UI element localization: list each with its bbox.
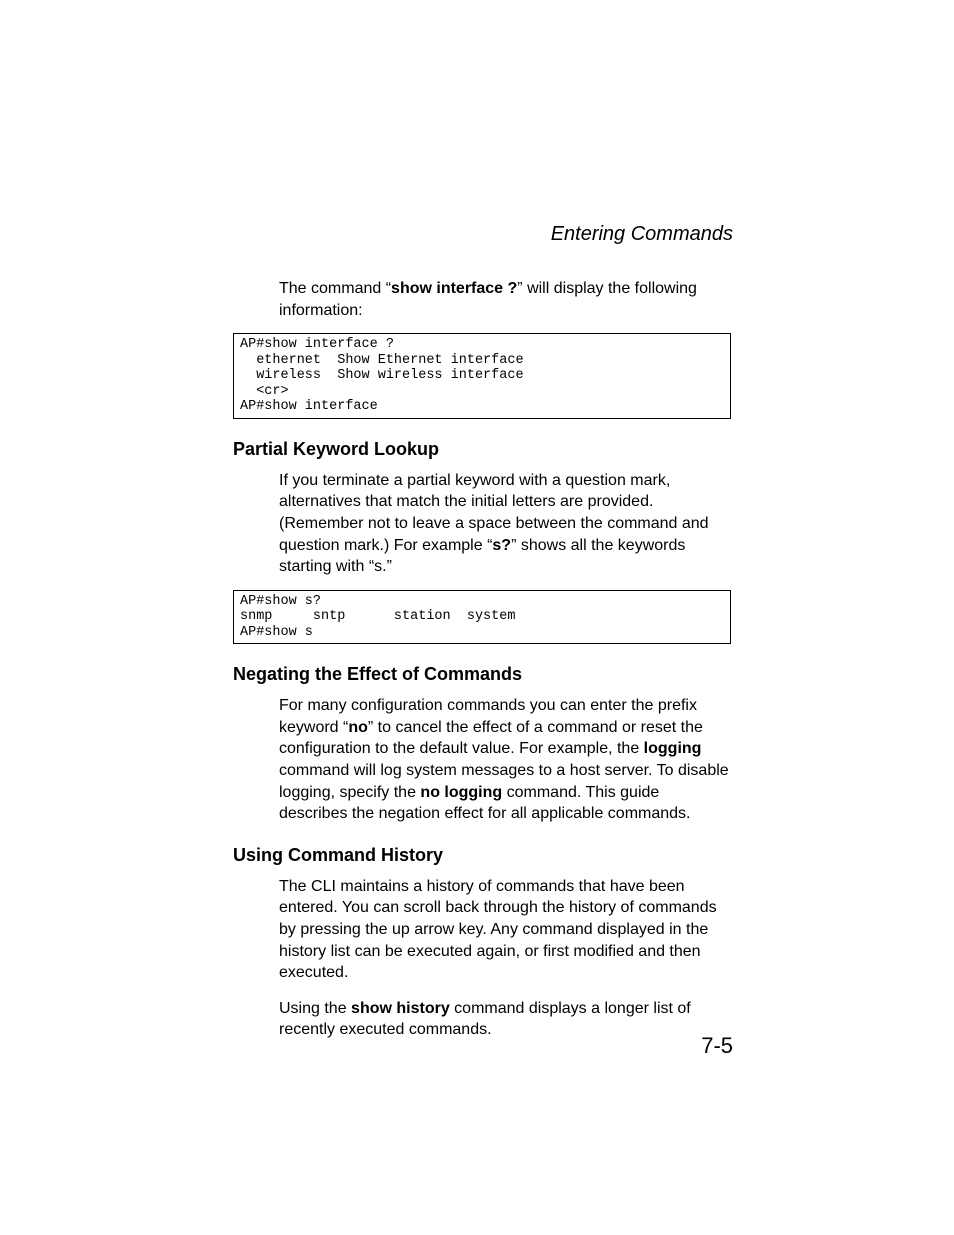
negating-paragraph: For many configuration commands you can … xyxy=(233,695,731,825)
content-area: The command “show interface ?” will disp… xyxy=(233,278,731,1053)
partial-paragraph: If you terminate a partial keyword with … xyxy=(233,470,731,578)
running-header: Entering Commands xyxy=(551,223,733,246)
intro-paragraph: The command “show interface ?” will disp… xyxy=(233,278,731,321)
intro-text-before: The command “ xyxy=(279,280,391,297)
keyword-show-history: show history xyxy=(351,1000,450,1017)
keyword-no-logging: no logging xyxy=(420,784,502,801)
code-block-show-s: AP#show s? snmp sntp station system AP#s… xyxy=(233,590,731,645)
history-paragraph-2: Using the show history command displays … xyxy=(233,998,731,1041)
keyword-logging: logging xyxy=(644,740,702,757)
history-paragraph-1: The CLI maintains a history of commands … xyxy=(233,876,731,984)
history-text-2a: Using the xyxy=(279,1000,351,1017)
page: Entering Commands The command “show inte… xyxy=(0,0,954,1235)
heading-partial-keyword-lookup: Partial Keyword Lookup xyxy=(233,439,731,460)
partial-command: s? xyxy=(492,537,511,554)
heading-negating: Negating the Effect of Commands xyxy=(233,664,731,685)
heading-command-history: Using Command History xyxy=(233,845,731,866)
intro-command: show interface ? xyxy=(391,280,517,297)
page-number: 7-5 xyxy=(701,1033,733,1059)
keyword-no: no xyxy=(348,719,368,736)
code-block-show-interface: AP#show interface ? ethernet Show Ethern… xyxy=(233,333,731,419)
